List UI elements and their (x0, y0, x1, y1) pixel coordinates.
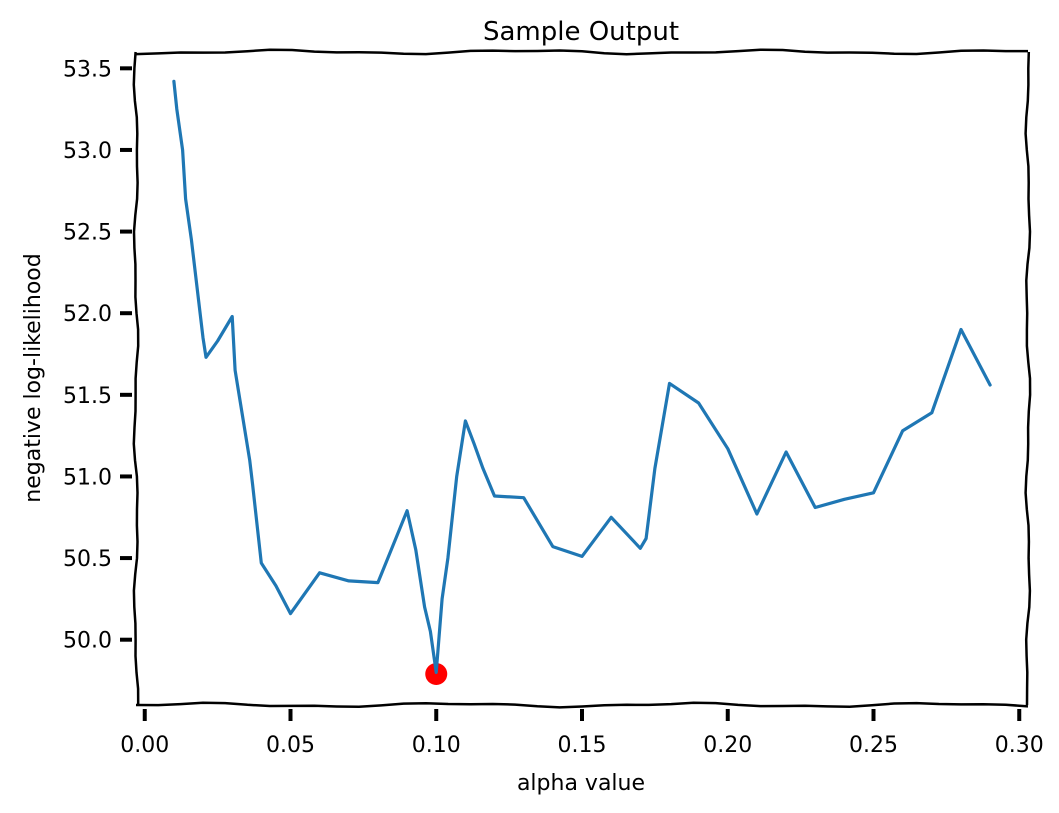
y-tick-label: 53.0 (63, 139, 112, 164)
y-tick-label: 50.5 (63, 547, 112, 572)
x-axis: 0.00 0.05 0.10 0.15 0.20 0.25 0.30 (120, 709, 1044, 758)
y-tick-label: 51.5 (63, 384, 112, 409)
x-tick-label: 0.05 (266, 733, 315, 758)
y-tick-label: 52.0 (63, 302, 112, 327)
x-tick-label: 0.10 (412, 733, 461, 758)
y-tick-label: 51.0 (63, 465, 112, 490)
frame-left (132, 51, 140, 706)
chart-title: Sample Output (483, 17, 679, 47)
x-tick-label: 0.15 (558, 733, 607, 758)
frame-right (1024, 51, 1032, 706)
frame-top (135, 48, 1028, 56)
x-tick-label: 0.00 (120, 733, 169, 758)
x-tick-label: 0.30 (995, 733, 1044, 758)
x-tick-label: 0.25 (849, 733, 898, 758)
y-tick-label: 52.5 (63, 221, 112, 246)
y-axis: 50.0 50.5 51.0 51.5 52.0 52.5 53.0 53.5 (63, 57, 132, 654)
frame-bottom (135, 701, 1029, 709)
y-axis-label: negative log-likelihood (21, 253, 46, 502)
x-axis-label: alpha value (517, 771, 645, 796)
x-tick-label: 0.20 (703, 733, 752, 758)
series-line (172, 79, 992, 674)
y-tick-label: 53.5 (63, 57, 112, 82)
y-tick-label: 50.0 (63, 629, 112, 654)
plot-frame (132, 48, 1032, 709)
